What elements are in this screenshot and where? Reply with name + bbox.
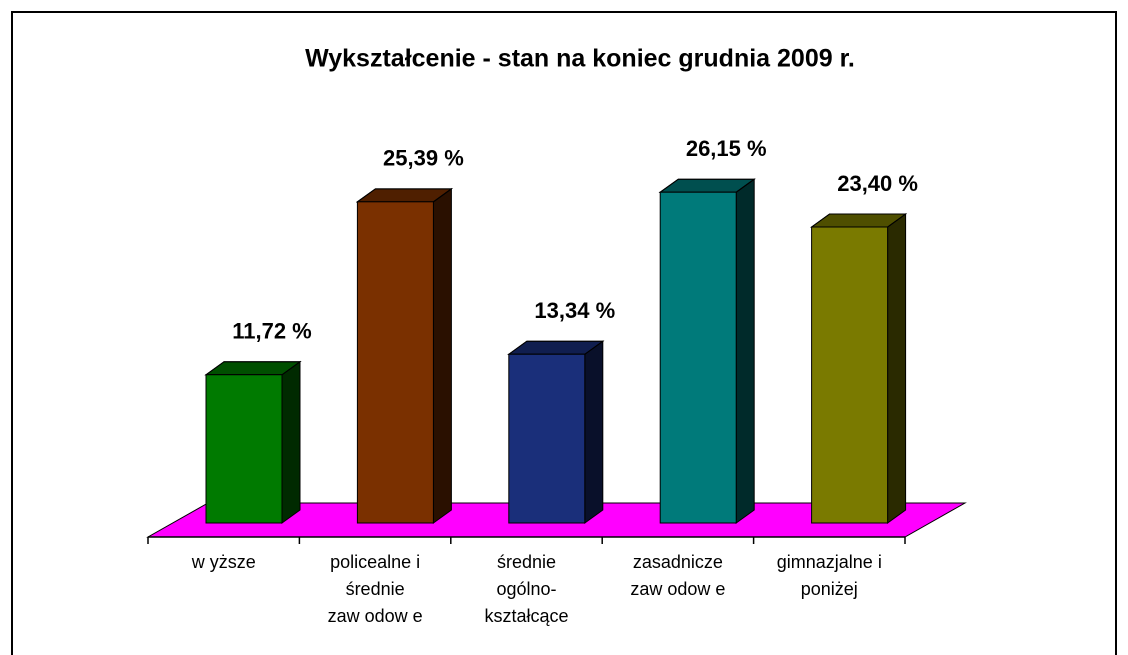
x-tick-label: policealne i <box>330 552 420 572</box>
bar-front <box>659 191 737 524</box>
bar-front <box>356 201 434 524</box>
bar <box>507 340 605 524</box>
x-tick-label: zasadnicze <box>633 552 723 572</box>
bar-side-shade <box>433 188 452 523</box>
bar-front <box>205 374 283 524</box>
data-label: 26,15 % <box>686 136 767 161</box>
x-tick-label: w yższe <box>191 552 256 572</box>
data-label: 11,72 % <box>232 319 312 344</box>
x-tick-label: średnie <box>497 552 556 572</box>
x-tick-label: ogólno- <box>496 579 556 599</box>
bar-side-shade <box>736 179 755 523</box>
bar-front <box>811 226 889 524</box>
x-tick-label: kształcące <box>484 606 568 626</box>
chart-title: Wykształcenie - stan na koniec grudnia 2… <box>305 45 855 73</box>
bar <box>204 360 302 524</box>
data-label: 23,40 % <box>837 171 918 196</box>
bar <box>355 187 453 524</box>
bar-front <box>508 353 586 524</box>
x-tick-label: zaw odow e <box>630 579 725 599</box>
bar-side-shade <box>887 213 906 524</box>
chart-frame <box>11 11 1117 655</box>
bar <box>810 213 908 524</box>
x-tick-label: gimnazjalne i <box>777 552 882 572</box>
data-label: 25,39 % <box>383 146 464 171</box>
x-tick-label: zaw odow e <box>328 606 423 626</box>
x-tick-label: poniżej <box>801 579 858 599</box>
bar-side-shade <box>584 341 603 523</box>
data-label: 13,34 % <box>534 298 615 323</box>
bar <box>658 178 756 524</box>
bar-side-shade <box>282 361 300 523</box>
x-tick-label: średnie <box>346 579 405 599</box>
